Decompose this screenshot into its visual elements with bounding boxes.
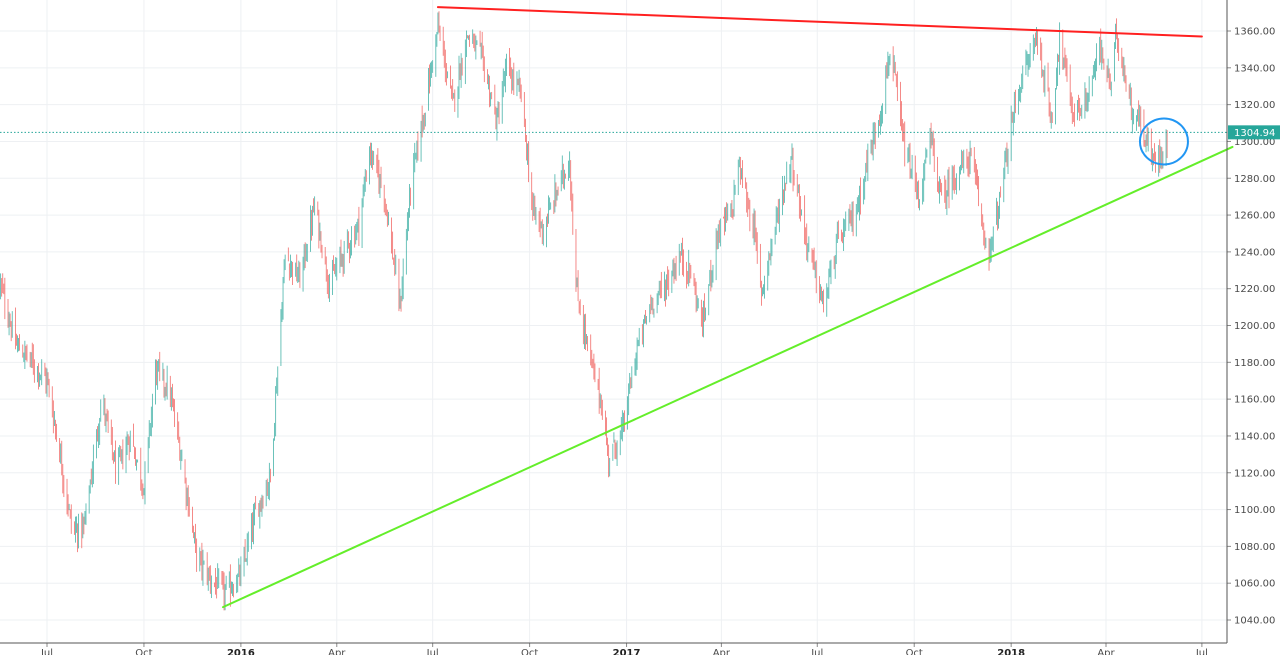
resistance-trendline[interactable] — [436, 6, 1203, 38]
y-tick-label: 1140.00 — [1234, 431, 1275, 442]
y-tick-label: 1200.00 — [1234, 321, 1275, 332]
y-tick-label: 1240.00 — [1234, 247, 1275, 258]
last-price-label: 1304.94 — [1234, 128, 1275, 139]
last-price-badge — [1228, 125, 1280, 140]
x-tick-label: Apr — [713, 648, 731, 655]
y-tick-label: 1160.00 — [1234, 395, 1275, 406]
y-tick-label: 1060.00 — [1234, 579, 1275, 590]
y-tick-label: 1120.00 — [1234, 468, 1275, 479]
x-tick-label: Oct — [135, 648, 152, 655]
x-tick-label: 2018 — [997, 648, 1025, 655]
x-tick-label: Apr — [1097, 648, 1115, 655]
y-tick-label: 1040.00 — [1234, 616, 1275, 627]
y-tick-label: 1180.00 — [1234, 358, 1275, 369]
time-axis[interactable]: Jul Oct 2016 Apr Jul Oct 2017 Apr Jul Oct 2018 Apr J… — [0, 642, 1227, 659]
price-axis[interactable]: 1040.00 1060.00 1080.00 1100.00 1120.00 1140.… — [1226, 0, 1280, 643]
y-tick-label: 1340.00 — [1234, 63, 1275, 74]
y-tick-label: 1320.00 — [1234, 100, 1275, 111]
y-tick-label: 1300.00 — [1234, 137, 1275, 148]
x-tick-label: Jul — [1195, 648, 1208, 655]
x-tick-label: Oct — [521, 648, 538, 655]
y-tick-label: 1280.00 — [1234, 174, 1275, 185]
y-tick-label: 1360.00 — [1234, 27, 1275, 38]
y-tick-label: 1080.00 — [1234, 542, 1275, 553]
grid-lines — [0, 0, 1227, 643]
x-tick-label: 2017 — [613, 648, 641, 655]
x-tick-label: Oct — [906, 648, 923, 655]
x-tick-label: Jul — [40, 648, 53, 655]
y-tick-label: 1220.00 — [1234, 284, 1275, 295]
y-tick-label: 1260.00 — [1234, 211, 1275, 222]
drawing-tools[interactable] — [0, 6, 1234, 609]
x-tick-label: Jul — [810, 648, 823, 655]
highlight-ellipse[interactable] — [1138, 117, 1189, 166]
candle-series[interactable] — [0, 11, 1168, 611]
y-tick-label: 1100.00 — [1234, 505, 1275, 516]
support-trendline[interactable] — [221, 145, 1234, 609]
x-tick-label: 2016 — [227, 648, 255, 655]
x-tick-label: Jul — [426, 648, 439, 655]
x-tick-label: Apr — [328, 648, 346, 655]
